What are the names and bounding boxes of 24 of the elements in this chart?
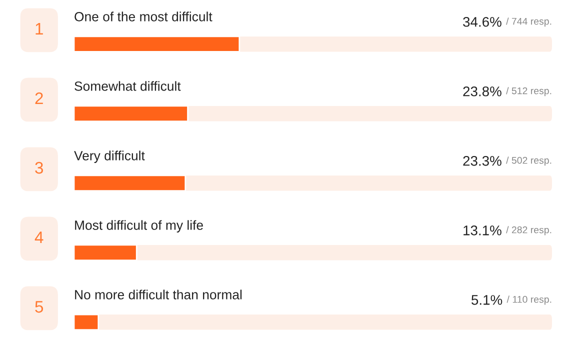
- text: 2: [35, 92, 43, 104]
- annotation: / 502 resp.: [506, 156, 552, 166]
- bar: [74, 174, 186, 192]
- text: 5: [35, 301, 44, 313]
- text: 4: [34, 232, 44, 244]
- y-tick-label: One of the most difficult: [74, 12, 212, 22]
- annotation: / 744 resp.: [506, 18, 552, 27]
- text: 1: [36, 23, 43, 35]
- bar: [74, 105, 188, 122]
- data-label: 13.1%: [464, 225, 502, 236]
- annotation: / 282 resp.: [506, 226, 552, 236]
- annotation: / 110 resp.: [506, 296, 552, 305]
- y-tick-label: No more difficult than normal: [75, 290, 242, 300]
- data-label: 34.6%: [463, 16, 502, 27]
- data-label: 23.8%: [463, 86, 502, 96]
- data-label: 23.3%: [463, 156, 502, 166]
- bar: [74, 314, 100, 330]
- data-label: 5.1%: [472, 295, 502, 305]
- y-tick-label: Most difficult of my life: [75, 220, 203, 232]
- bar: [74, 244, 138, 261]
- y-tick-label: Very difficult: [74, 150, 145, 163]
- text: 3: [35, 162, 44, 174]
- y-tick-label: Somewhat difficult: [74, 81, 181, 91]
- annotation: / 512 resp.: [506, 87, 552, 96]
